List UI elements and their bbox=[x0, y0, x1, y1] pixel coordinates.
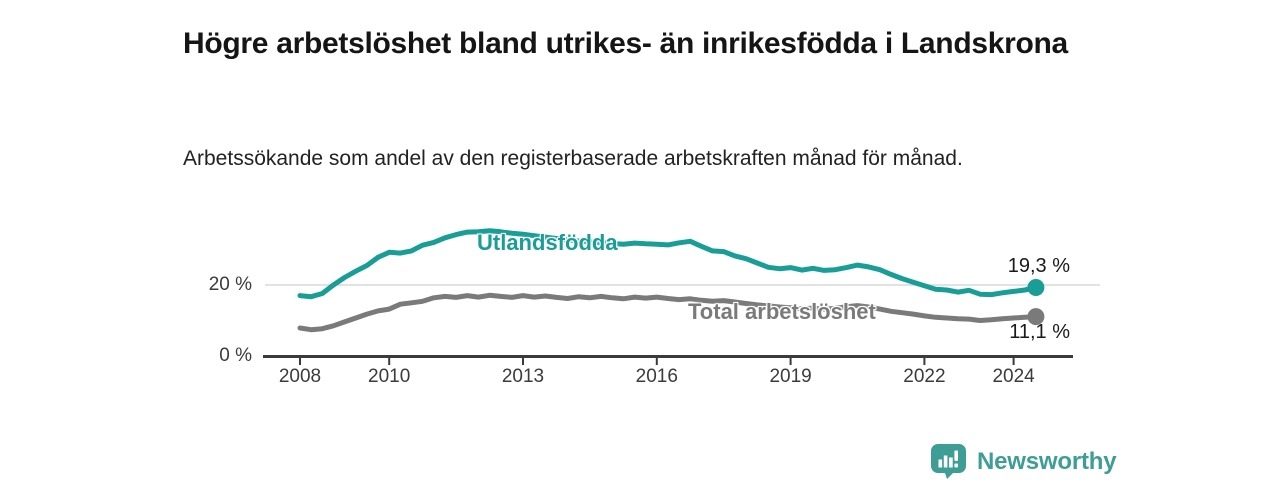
series-line-utlandsfodda bbox=[297, 228, 1039, 300]
x-tick-label-2024: 2024 bbox=[992, 366, 1035, 387]
chart-title: Högre arbetslöshet bland utrikes- än inr… bbox=[183, 27, 1068, 61]
x-tick-label-2013: 2013 bbox=[501, 366, 545, 387]
end-value-total-arbetsloshet: 11,1 % bbox=[1009, 321, 1070, 343]
series-endpoint-utlandsfodda bbox=[1027, 279, 1045, 296]
series-endpoint-total-arbetsloshet bbox=[1027, 308, 1045, 326]
newsworthy-branding[interactable]: Newsworthy bbox=[930, 443, 1117, 480]
x-axis-tickmarks bbox=[299, 356, 1015, 365]
end-value-utlandsfodda: 19,3 % bbox=[1007, 255, 1070, 277]
logo-bars bbox=[938, 450, 958, 468]
newsworthy-logo-icon bbox=[931, 444, 966, 479]
x-tick-label-2022: 2022 bbox=[903, 366, 946, 387]
x-tick-label-2019: 2019 bbox=[769, 366, 812, 387]
series-label-utlandsfodda: Utlandsfödda bbox=[477, 230, 618, 255]
x-tick-label-2010: 2010 bbox=[368, 366, 411, 387]
x-tick-label-2008: 2008 bbox=[278, 366, 322, 387]
y-tick-label-20: 20 % bbox=[208, 274, 252, 295]
series-line-total-arbetsloshet bbox=[297, 292, 1039, 333]
newsworthy-brand-name: Newsworthy bbox=[977, 447, 1117, 475]
y-tick-label-0: 0 % bbox=[219, 345, 252, 366]
chart-subtitle: Arbetssökande som andel av den registerb… bbox=[183, 147, 963, 170]
x-tick-label-2016: 2016 bbox=[635, 366, 678, 387]
series-label-total-arbetsloshet: Total arbetslöshet bbox=[688, 299, 876, 324]
